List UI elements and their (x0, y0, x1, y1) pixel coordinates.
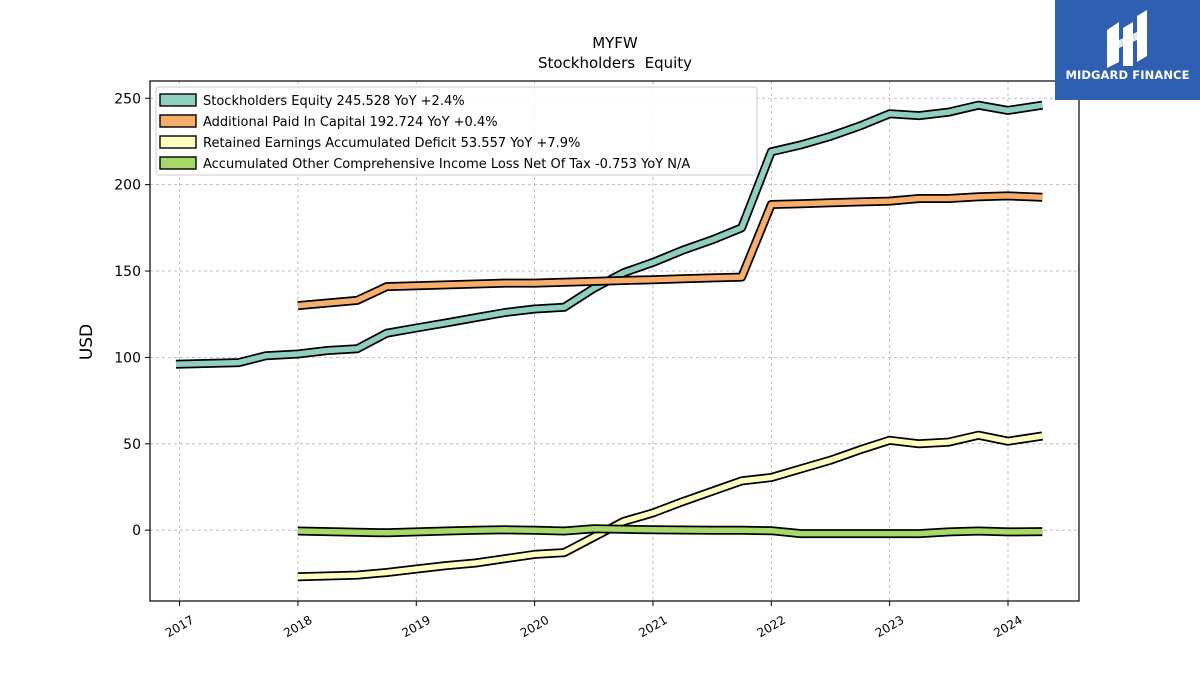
x-tick-label: 2017 (163, 613, 196, 640)
legend-label: Stockholders Equity 245.528 YoY +2.4% (203, 94, 465, 109)
x-tick-label: 2024 (991, 613, 1024, 640)
series-line-fill (297, 193, 1043, 309)
brand-name: MIDGARD FINANCE (1065, 68, 1190, 82)
x-tick-label: 2020 (518, 613, 551, 640)
series-line-4 (297, 524, 1043, 539)
x-tick-label: 2018 (281, 613, 314, 640)
plot-frame (149, 80, 1080, 602)
x-ticks: 2017 2018 2019 2020 2021 2022 2023 2024 (163, 601, 1025, 640)
y-tick-label: 50 (123, 437, 141, 453)
series-line-fill (297, 432, 1043, 580)
brand-mark-icon (1107, 10, 1147, 68)
x-tick-label: 2019 (400, 613, 433, 640)
legend-item-1: Stockholders Equity 245.528 YoY +2.4% (159, 93, 465, 109)
x-tick-label: 2023 (873, 613, 906, 640)
legend-swatch (159, 156, 197, 170)
legend-swatch (159, 114, 197, 128)
brand-logo: MIDGARD FINANCE (1055, 0, 1200, 100)
legend-swatch (159, 135, 197, 149)
chart-title: MYFW (592, 34, 638, 52)
legend-item-3: Retained Earnings Accumulated Deficit 53… (159, 135, 580, 151)
y-tick-label: 0 (132, 523, 141, 539)
legend-item-4: Accumulated Other Comprehensive Income L… (159, 156, 690, 172)
series-line-1 (175, 100, 1043, 369)
y-tick-label: 100 (114, 350, 141, 366)
chart-subtitle: Stockholders Equity (538, 54, 692, 72)
legend: Stockholders Equity 245.528 YoY +2.4% Add… (155, 86, 758, 176)
legend-label: Retained Earnings Accumulated Deficit 53… (203, 136, 580, 151)
y-tick-label: 250 (114, 91, 141, 107)
y-tick-label: 200 (114, 178, 141, 194)
y-tick-label: 150 (114, 264, 141, 280)
legend-label: Additional Paid In Capital 192.724 YoY +… (203, 115, 498, 130)
series-line-fill (175, 102, 1043, 368)
series-group (175, 100, 1043, 582)
y-axis-label: USD (77, 324, 97, 360)
legend-swatch (159, 93, 197, 107)
x-tick-label: 2022 (755, 613, 788, 640)
legend-box (155, 86, 758, 176)
series-line-fill (297, 526, 1043, 537)
y-ticks: 0 50 100 150 200 250 (114, 91, 150, 539)
series-line-2 (297, 191, 1043, 311)
x-tick-label: 2021 (636, 613, 669, 640)
legend-item-2: Additional Paid In Capital 192.724 YoY +… (159, 114, 498, 130)
series-line-3 (297, 430, 1043, 582)
legend-label: Accumulated Other Comprehensive Income L… (203, 157, 690, 172)
